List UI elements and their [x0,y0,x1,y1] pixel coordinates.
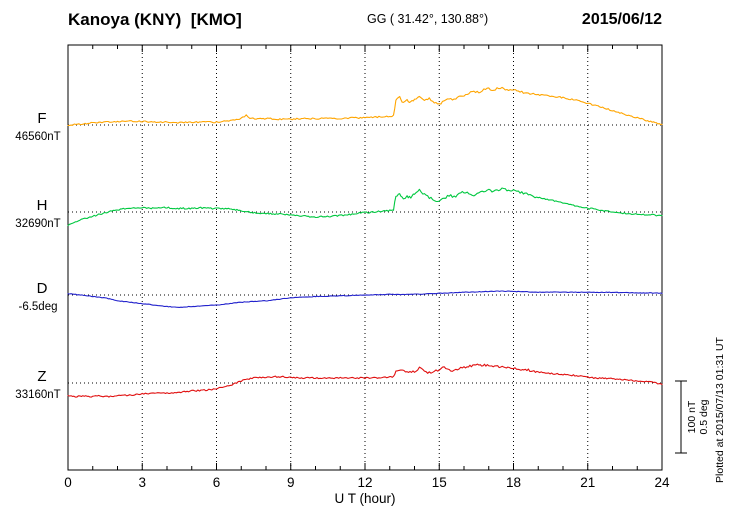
trace-H [67,187,663,227]
x-tick-label: 0 [64,475,72,490]
x-axis-label: U T (hour) [334,491,395,506]
series-baseline-value-Z: 33160nT [15,389,60,401]
scale-label-deg: 0.5 deg [698,399,710,434]
x-tick-label: 24 [654,475,670,490]
series-baseline-value-H: 32690nT [15,218,60,230]
x-tick-label: 15 [432,475,447,490]
trace-Z [67,363,663,398]
x-tick-label: 18 [506,475,521,490]
x-tick-label: 9 [287,475,295,490]
x-tick-label: 3 [138,475,146,490]
plotted-at-note: Plotted at 2015/07/13 01:31 UT [714,336,726,483]
trace-D [67,290,663,308]
scale-bar: 100 nT 0.5 deg [675,380,710,454]
series-baseline-value-D: -6.5deg [18,301,57,313]
x-tick-label: 21 [580,475,595,490]
x-tick-label: 6 [213,475,221,490]
observation-date: 2015/06/12 [582,11,662,28]
series-label-H: H [37,197,48,214]
x-tick-label: 12 [357,475,372,490]
series-label-D: D [37,280,48,297]
series-baseline-value-F: 46560nT [15,131,60,143]
series-label-Z: Z [37,368,46,385]
station-title: Kanoya (KNY) [KMO] [68,10,242,29]
series-label-F: F [37,110,46,127]
geographic-coords: GG ( 31.42°, 130.88°) [367,12,488,26]
plot-area: 0 3 6 9 12 15 18 21 24 F 46560nT H 32690nT D -6.5deg Z 3… [15,44,670,490]
scale-label-nt: 100 nT [686,400,698,433]
trace-F [67,86,663,126]
